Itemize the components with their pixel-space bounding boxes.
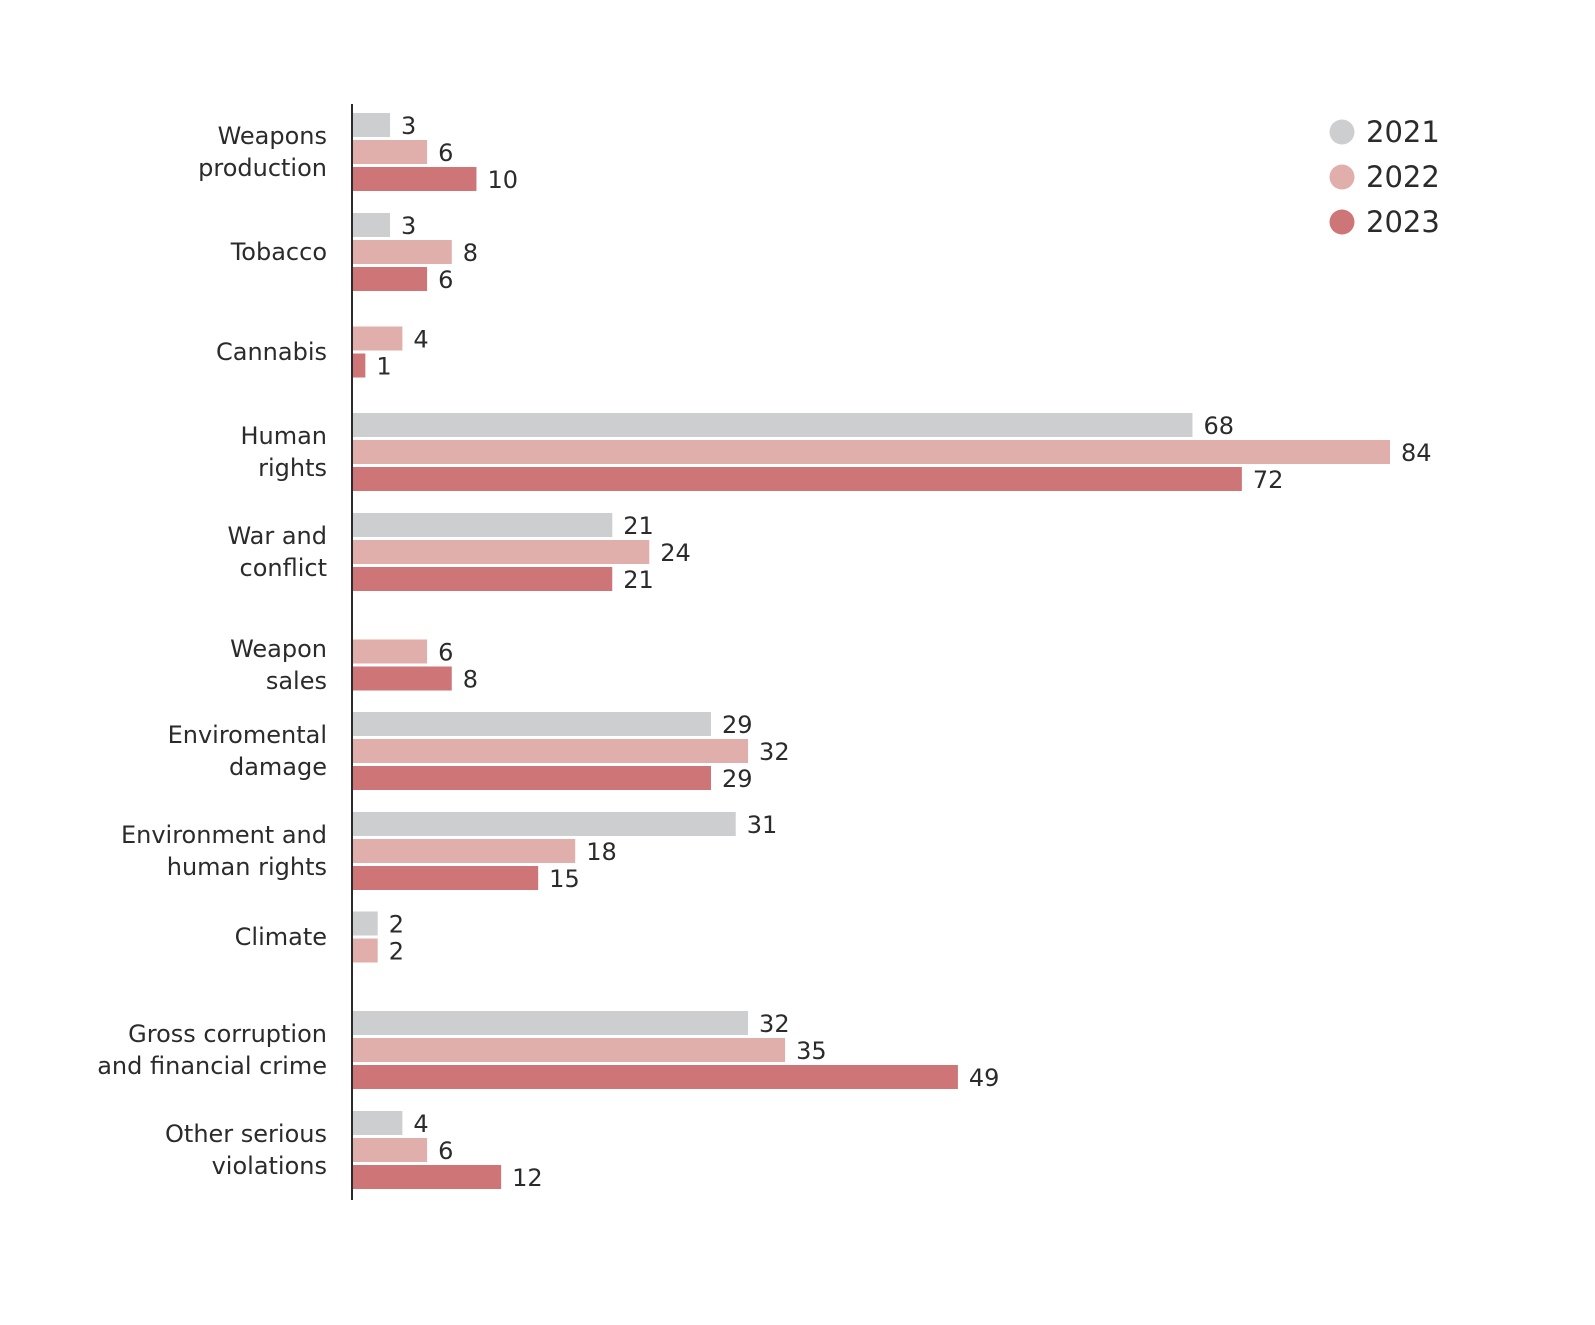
category-label: rights [258,454,327,482]
category-label: Weapon [230,635,327,663]
bar-2023 [353,1165,502,1189]
category-label: damage [229,753,327,781]
bar-2022 [353,140,428,164]
value-label: 15 [549,865,580,893]
value-label: 4 [413,1110,428,1138]
bar-2023 [353,467,1242,491]
value-label: 3 [401,112,416,140]
legend-dot-icon [1329,164,1355,190]
value-label: 6 [438,639,453,667]
legend-item-2021: 2021 [1329,115,1440,149]
value-label: 3 [401,212,416,240]
category-label: War and [227,522,327,550]
category-label: Tobacco [230,238,327,266]
value-label: 6 [438,139,453,167]
legend-label: 2023 [1366,205,1440,239]
value-label: 31 [747,811,778,839]
bar-2022 [353,1038,786,1062]
bar-2021 [353,812,736,836]
legend-item-2022: 2022 [1329,160,1440,194]
value-label: 8 [463,239,478,267]
bar-2021 [353,1111,403,1135]
legend-dot-icon [1329,119,1355,145]
bar-2021 [353,213,391,237]
value-label: 21 [623,566,654,594]
bar-2021 [353,1011,749,1035]
category-label: human rights [167,853,327,881]
bar-2022 [353,1138,428,1162]
bar-2021 [353,911,378,936]
bar-2023 [353,866,539,890]
value-label: 6 [438,266,453,294]
bar-2022 [353,326,403,351]
value-label: 4 [413,326,428,354]
value-label: 29 [722,711,753,739]
category-label: Other serious [165,1120,327,1148]
value-label: 24 [660,539,691,567]
value-label: 12 [512,1164,543,1192]
bar-2023 [353,167,477,191]
bar-2022 [353,938,378,963]
bar-2023 [353,666,452,691]
category-label: Environment and [121,821,327,849]
value-label: 32 [759,738,790,766]
category-label: conflict [240,554,327,582]
bar-2022 [353,540,650,564]
bar-2023 [353,766,712,790]
bar-2022 [353,639,428,664]
bar-2023 [353,267,428,291]
bar-2022 [353,240,452,264]
value-label: 68 [1203,412,1234,440]
bar-2021 [353,712,712,736]
bars-layer [353,113,1390,1189]
value-label: 72 [1253,466,1284,494]
category-label: Weapons [218,122,327,150]
category-label: sales [266,667,327,695]
legend-dot-icon [1329,209,1355,235]
category-label: and financial crime [97,1052,327,1080]
value-label: 6 [438,1137,453,1165]
category-label: production [198,154,327,182]
legend: 2021 2022 2023 [1329,115,1440,239]
value-label: 10 [487,166,518,194]
value-label: 2 [389,938,404,966]
category-labels-layer: Weapons production Tobacco Cannabis Human rig… [97,122,327,1180]
bar-2022 [353,839,576,863]
bar-2021 [353,113,391,137]
category-label: Climate [235,923,327,951]
value-label: 29 [722,765,753,793]
legend-label: 2022 [1366,160,1440,194]
value-label: 8 [463,666,478,694]
value-label: 84 [1401,439,1432,467]
legend-item-2023: 2023 [1329,205,1440,239]
value-label: 18 [586,838,617,866]
legend-label: 2021 [1366,115,1440,149]
bar-2021 [353,513,613,537]
bar-2023 [353,353,366,378]
category-label: Cannabis [216,338,327,366]
value-label: 32 [759,1010,790,1038]
category-label: Human [240,422,327,450]
bar-2022 [353,440,1390,464]
bar-2023 [353,1065,958,1089]
category-label: Gross corruption [128,1020,327,1048]
bar-2021 [353,413,1193,437]
category-label: Enviromental [168,721,327,749]
bar-2023 [353,567,613,591]
bar-2022 [353,739,749,763]
value-label: 49 [969,1064,1000,1092]
category-label: violations [212,1152,327,1180]
value-label: 35 [796,1037,827,1065]
value-labels-layer: 3610386416884722124216829322931181522323… [376,112,1431,1192]
value-label: 1 [376,353,391,381]
value-label: 2 [389,911,404,939]
value-label: 21 [623,512,654,540]
